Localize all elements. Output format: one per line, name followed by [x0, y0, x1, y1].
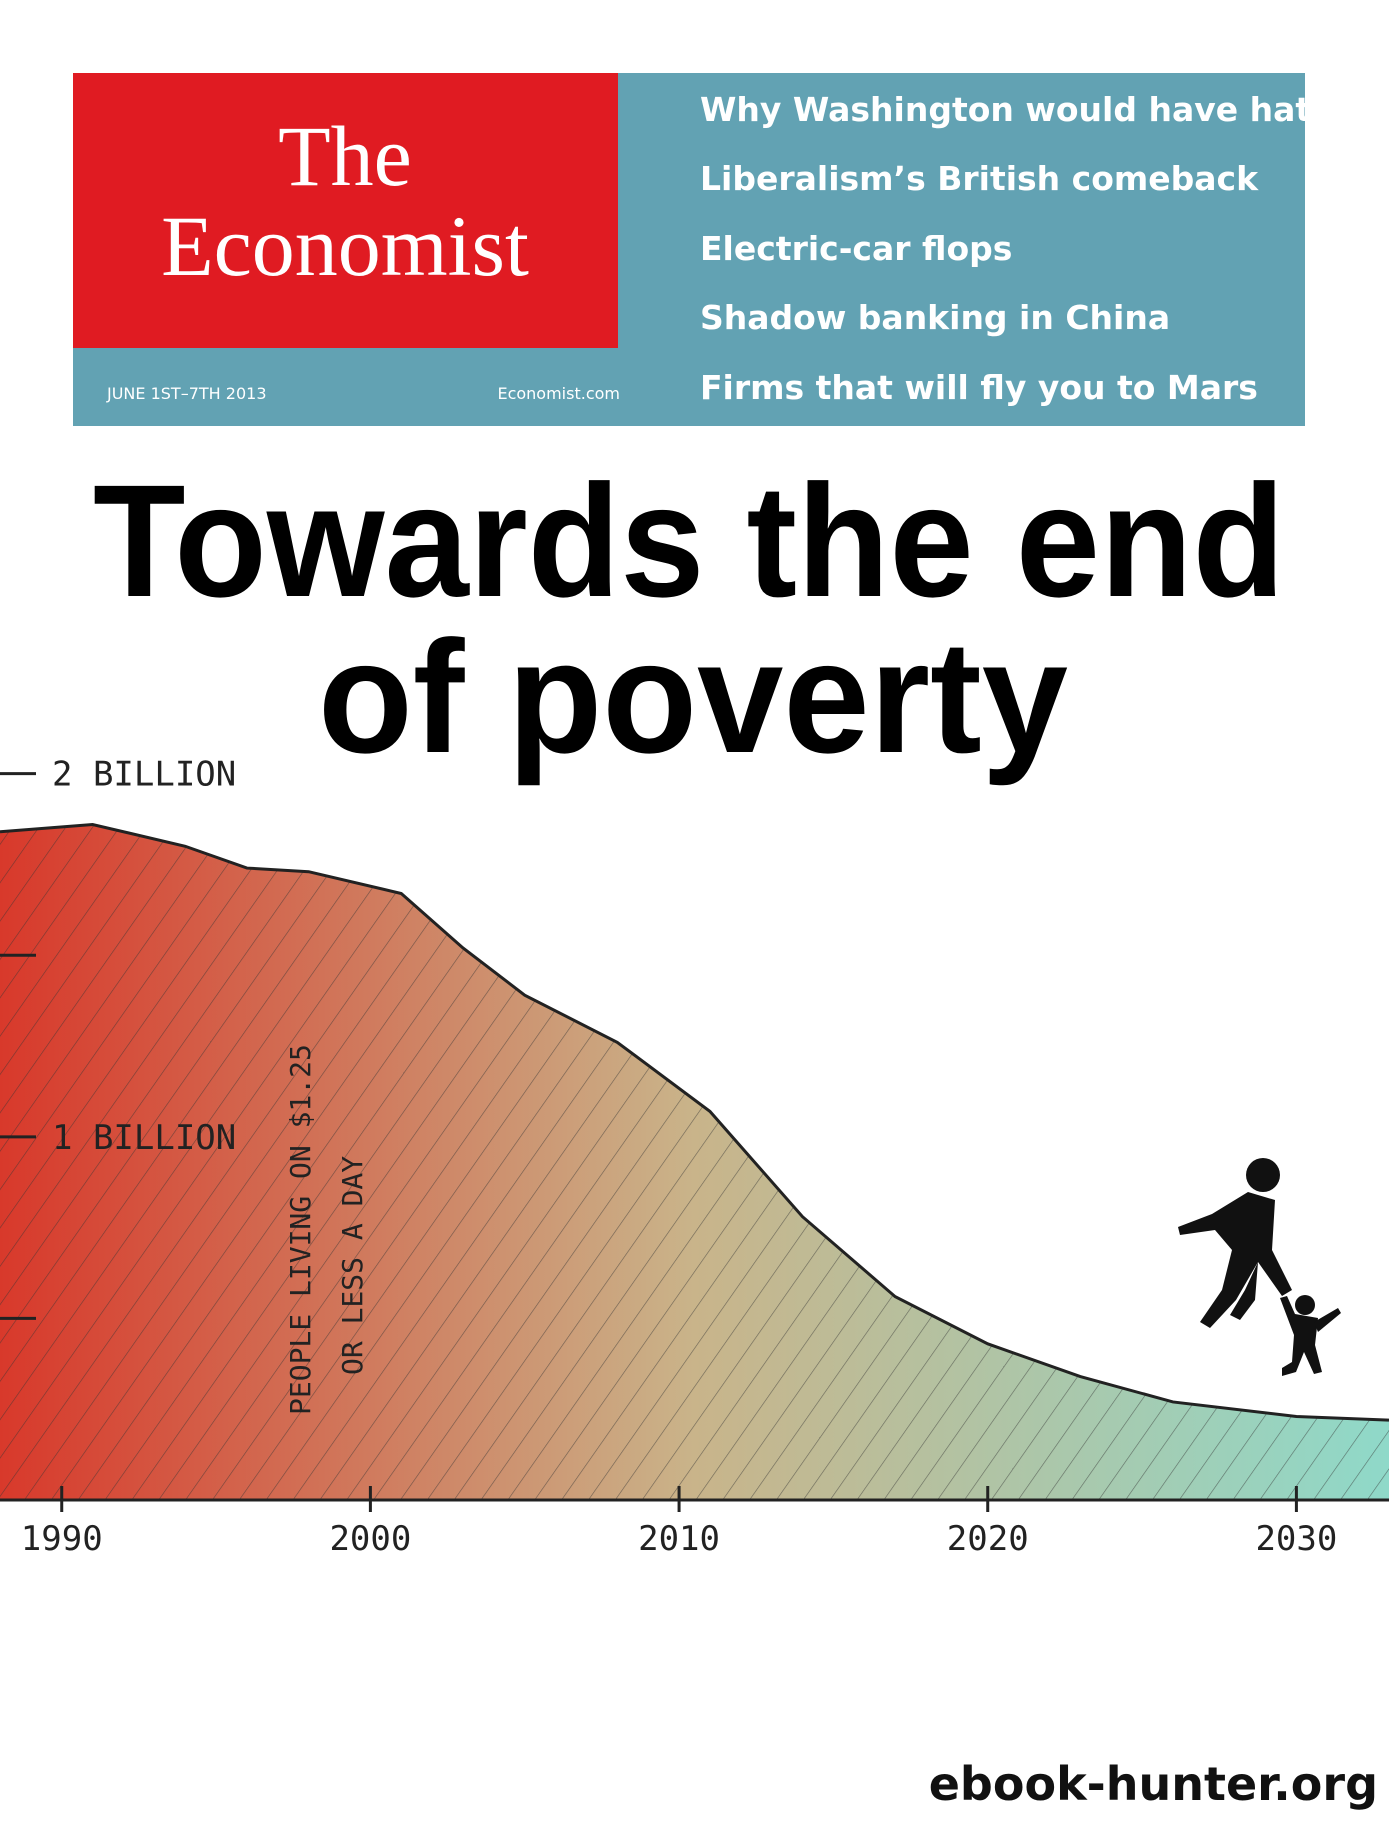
watermark: ebook-hunter.org: [929, 1757, 1378, 1811]
headline: Why Washington would have hated DC: [700, 90, 1389, 129]
x-tick-label: 2020: [947, 1519, 1029, 1559]
headline: Electric-car flops: [700, 229, 1012, 268]
headline: Shadow banking in China: [700, 298, 1170, 337]
cover-title: of poverty: [318, 607, 1068, 786]
annotation-text: OR LESS A DAY: [336, 1156, 369, 1375]
website: Economist.com: [497, 384, 620, 403]
annotation: PEOPLE LIVING ON $1.25 OR LESS A DAY: [284, 1044, 369, 1415]
area-line: [0, 822, 1389, 1422]
x-tick-label: 2000: [329, 1519, 411, 1559]
chart: 1990 2000 2010 2020 2030 1 BILLION 2 BILLION PE…: [0, 755, 1389, 1559]
silhouettes: [1178, 1158, 1341, 1376]
y-tick-label: 1 BILLION: [52, 1118, 236, 1158]
area-hatch: [0, 824, 1389, 1500]
masthead: The: [278, 108, 412, 204]
headline: Liberalism’s British comeback: [700, 159, 1259, 198]
y-tick-label: 2 BILLION: [52, 755, 236, 795]
masthead-box: [73, 73, 618, 348]
headline: Firms that will fly you to Mars: [700, 368, 1258, 407]
cover-title: Towards the end: [93, 451, 1285, 630]
x-tick-label: 2010: [638, 1519, 720, 1559]
x-tick-label: 2030: [1255, 1519, 1337, 1559]
annotation-text: PEOPLE LIVING ON $1.25: [284, 1044, 317, 1415]
issue-date: JUNE 1ST–7TH 2013: [106, 384, 267, 403]
x-tick-label: 1990: [21, 1519, 103, 1559]
masthead: Economist: [161, 198, 529, 294]
